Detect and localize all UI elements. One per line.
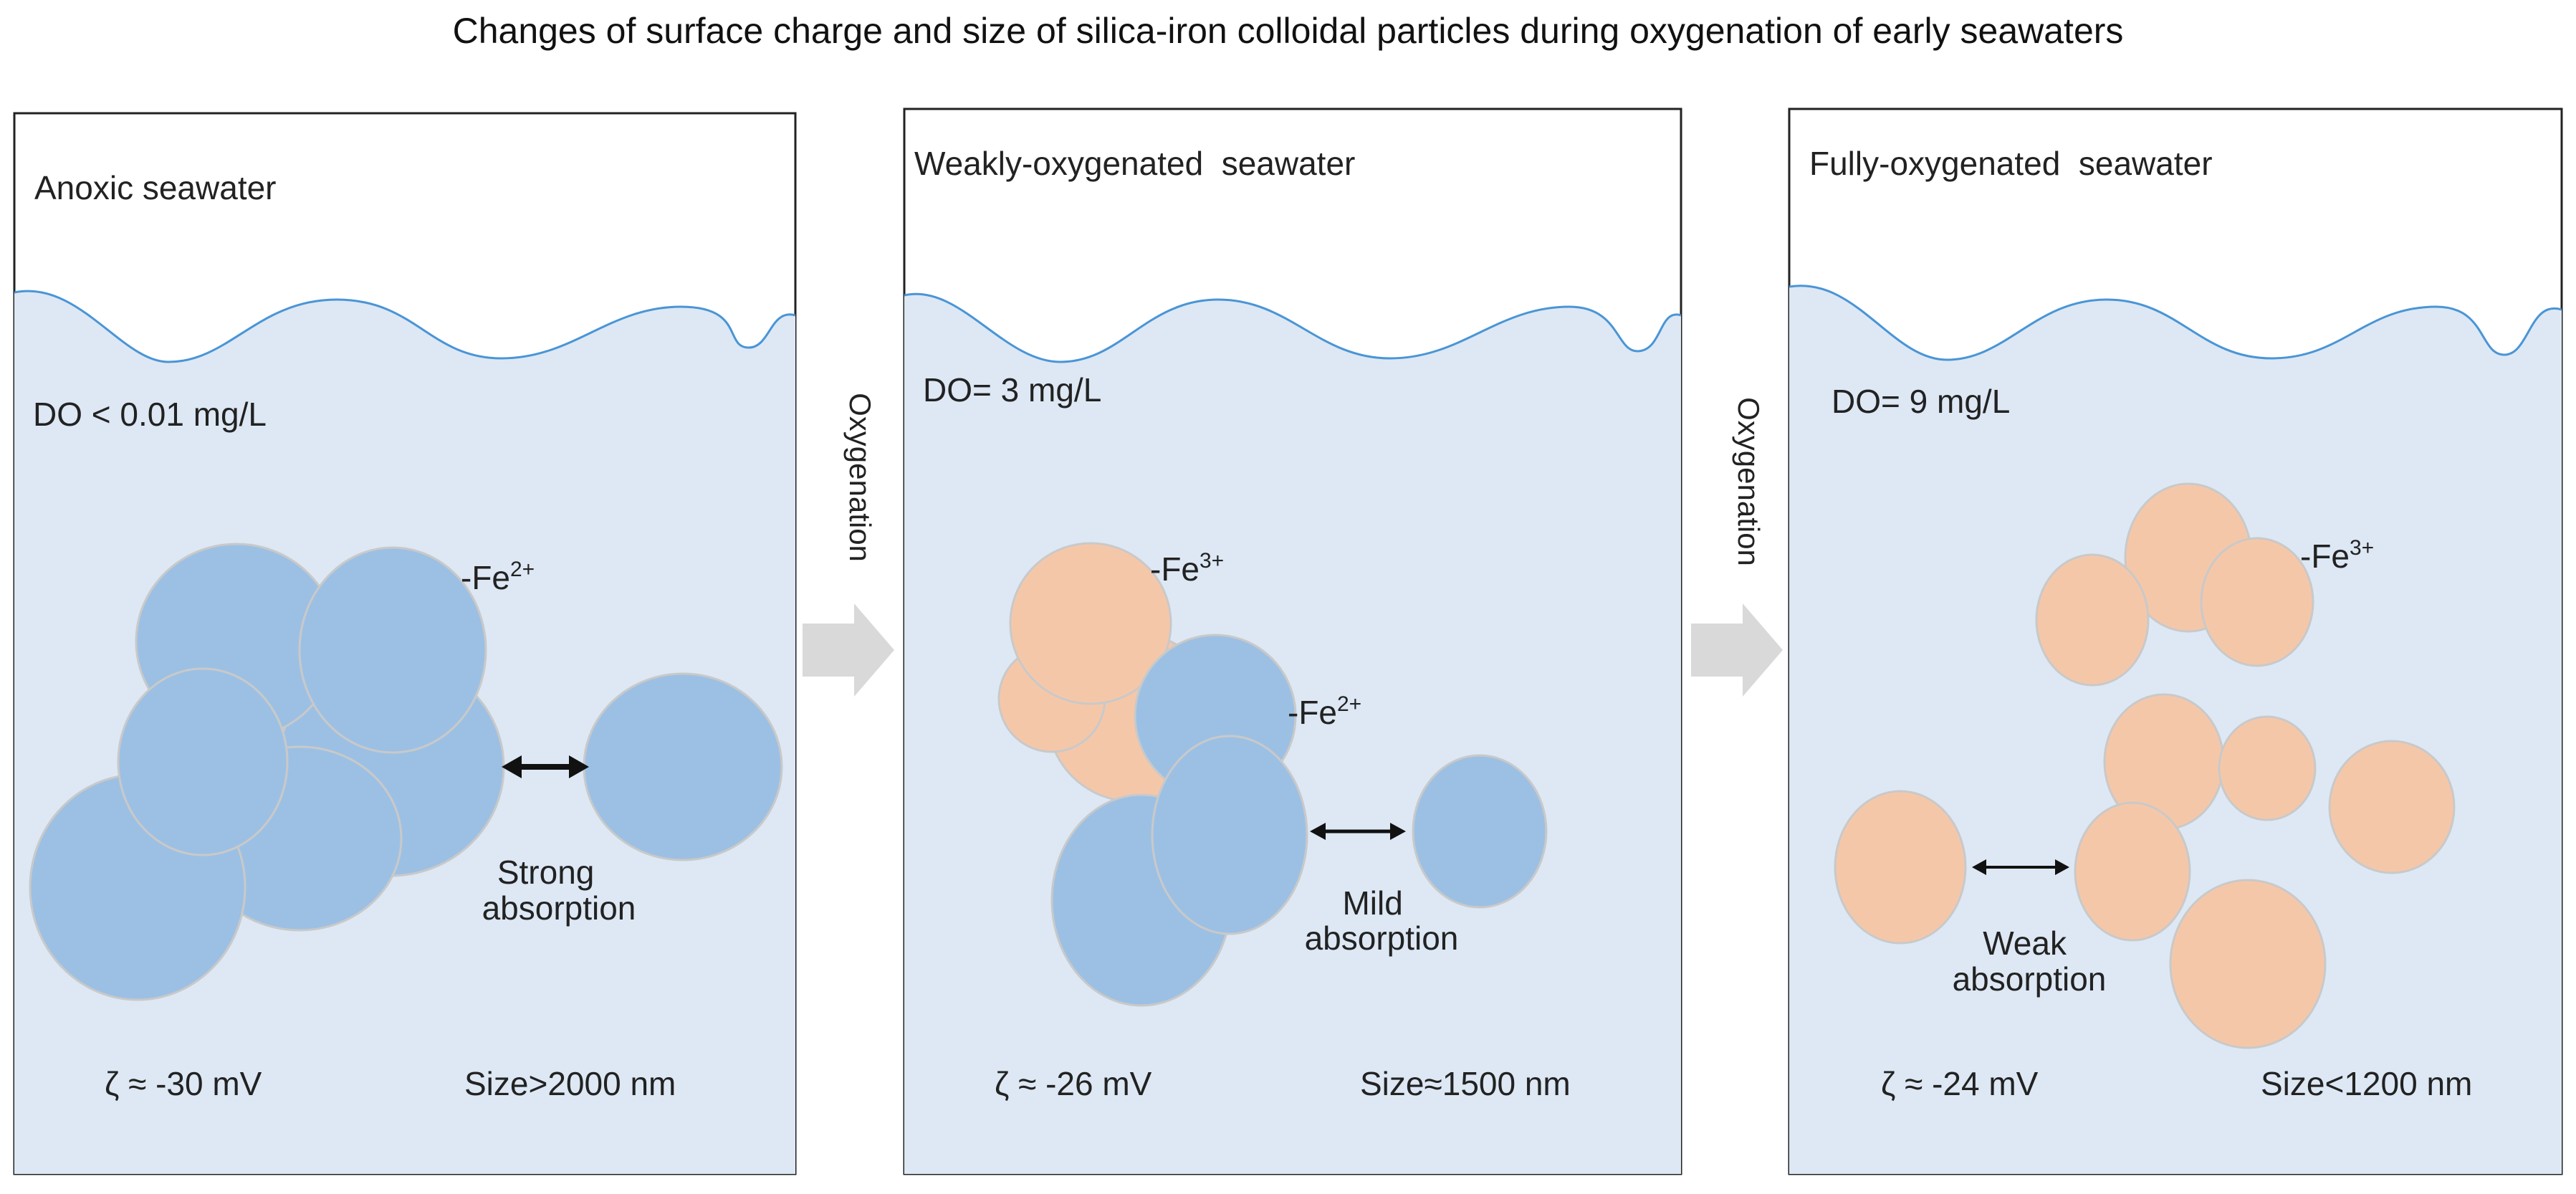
fe2-particle	[298, 546, 487, 754]
fe2-particle	[583, 672, 783, 861]
fe2-particle-cluster	[29, 543, 505, 1001]
absorption-label: Mild absorption	[1305, 884, 1459, 957]
particle-size-label: Size≈1500 nm	[1360, 1065, 1571, 1102]
fe2-particle	[1151, 735, 1308, 935]
particle-size-label: Size>2000 nm	[464, 1065, 676, 1102]
panel-fully-do-label: DO= 9 mg/L	[1832, 383, 2010, 420]
zeta-potential-label: ζ ≈ -24 mV	[1881, 1065, 2039, 1102]
panel-fully-oxygenated: Fully-oxygenated seawater DO= 9 mg/L -Fe…	[1788, 108, 2563, 1175]
panel-fully-wave	[1789, 285, 2562, 361]
zeta-potential-label: ζ ≈ -26 mV	[995, 1065, 1152, 1102]
panel-anoxic-heading: Anoxic seawater	[34, 169, 277, 206]
panel-anoxic: Anoxic seawater DO < 0.01 mg/L -Fe2+ Str…	[13, 112, 797, 1175]
oxygenation-label-1: Oxygenation	[843, 393, 877, 562]
fe2-particle	[117, 667, 289, 856]
double-arrow-mild	[1310, 823, 1406, 840]
double-arrow-strong	[502, 755, 589, 778]
fe2-particle	[1412, 754, 1548, 909]
fe3-particle	[1009, 542, 1172, 705]
fe3-particle	[2200, 537, 2314, 667]
right-arrow-icon	[803, 603, 894, 697]
fe2-label: -Fe2+	[1288, 692, 1361, 731]
panel-weakly-do-label: DO= 3 mg/L	[923, 371, 1101, 409]
figure-title: Changes of surface charge and size of si…	[452, 11, 2124, 51]
fe3-label: -Fe3+	[1150, 549, 1224, 588]
fe2-label: -Fe2+	[461, 558, 535, 596]
fe3-particle	[1834, 790, 1967, 945]
fe3-particle	[2169, 879, 2327, 1049]
zeta-potential-label: ζ ≈ -30 mV	[105, 1065, 262, 1102]
oxygenation-label-2: Oxygenation	[1731, 397, 1766, 566]
particle-size-label: Size<1200 nm	[2261, 1065, 2472, 1102]
oxygenation-transition-1	[803, 603, 894, 697]
fe3-particles	[1834, 482, 2456, 1049]
panel-anoxic-do-label: DO < 0.01 mg/L	[33, 396, 267, 433]
absorption-label: Weak absorption	[1953, 925, 2107, 998]
right-arrow-icon	[1691, 603, 1783, 697]
mixed-particle-cluster	[997, 542, 1308, 1007]
fe3-particle	[2035, 553, 2150, 687]
panel-fully-heading: Fully-oxygenated seawater	[1809, 145, 2213, 182]
fe3-particle	[2074, 801, 2191, 942]
panel-weakly-wave	[904, 292, 1681, 363]
fe3-label: -Fe3+	[2300, 536, 2374, 575]
panel-weakly-heading: Weakly-oxygenated seawater	[914, 145, 1355, 182]
panel-weakly-oxygenated: Weakly-oxygenated seawater DO= 3 mg/L -F…	[903, 108, 1682, 1175]
double-arrow-weak	[1972, 859, 2069, 875]
panel-anoxic-wave	[14, 290, 795, 363]
oxygenation-transition-2	[1691, 603, 1783, 697]
fe3-particle	[2218, 715, 2317, 821]
absorption-label: Strong absorption	[482, 854, 636, 927]
fe3-particle	[2328, 740, 2456, 874]
